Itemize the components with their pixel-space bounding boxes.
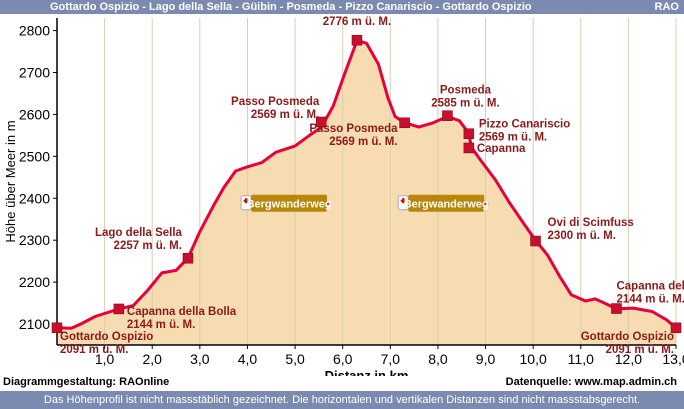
- profile-area: [57, 40, 676, 345]
- x-tick-label: 4,0: [238, 351, 258, 367]
- profile-line: [56, 39, 677, 330]
- waypoint-name: Ovi di Scimfuss: [548, 217, 634, 229]
- x-tick-label: 9,0: [476, 351, 496, 367]
- x-tick-label: 10,0: [520, 351, 547, 367]
- waypoint-name: Capanna della Bolla: [127, 306, 237, 318]
- waypoint-altitude: 2144 m ü. M.: [616, 294, 684, 306]
- waypoint-altitude: 2144 m ü. M.: [127, 319, 195, 331]
- waypoint-marker: [670, 322, 682, 334]
- x-tick-label: 13,0: [662, 351, 684, 367]
- disclaimer-bar: Das Höhenprofil ist nicht massstäblich g…: [0, 391, 684, 409]
- waypoint-marker: [611, 303, 622, 314]
- waypoint-name: Güibin: [339, 14, 375, 15]
- waypoint-marker: [463, 142, 475, 154]
- waypoint-altitude: 2776 m ü. M.: [323, 16, 391, 28]
- y-tick-label: 2400: [19, 190, 50, 206]
- waypoint-marker: [351, 34, 363, 46]
- waypoint-marker: [399, 117, 410, 129]
- waypoint-name: Gottardo Ospizio: [60, 331, 153, 343]
- waypoint-altitude: 2091 m ü. M.: [60, 344, 128, 356]
- y-tick-label: 2100: [19, 316, 50, 332]
- waypoint-name: Capanna della Bolla: [616, 281, 684, 293]
- trail-sign-label: Bergwanderweg: [247, 199, 332, 211]
- waypoint-name: Posmeda: [440, 85, 492, 97]
- elevation-chart: 2100 2200 2300 2400 2500 2600 2700 2800 1,0 2,0 3,…: [3, 14, 684, 376]
- x-tick-label: 11,0: [568, 351, 594, 367]
- y-tick-label: 2600: [19, 106, 50, 122]
- waypoint-marker: [530, 235, 541, 247]
- trail-sign-label: Bergwanderweg: [404, 199, 489, 211]
- waypoint-name: Passo Posmeda: [309, 123, 398, 135]
- waypoint-name: Lago della Sella: [95, 227, 183, 239]
- waypoint-altitude: 2300 m ü. M.: [548, 230, 616, 242]
- waypoint-name: Gottardo Ospizio: [581, 331, 674, 343]
- x-tick-label: 6,0: [333, 351, 353, 367]
- waypoint-name: Pizzo Canariscio: [479, 119, 570, 131]
- x-tick-label: 3,0: [190, 351, 210, 367]
- chart-footer: Diagrammgestaltung: RAOnline Datenquelle…: [0, 376, 684, 409]
- waypoint-altitude: 2569 m ü. M.: [329, 136, 397, 148]
- waypoint-marker: [113, 303, 125, 315]
- waypoint-altitude: 2585 m ü. M.: [431, 98, 499, 110]
- waypoint-altitude: 2257 m ü. M.: [114, 240, 182, 252]
- title-bar: Gottardo Ospizio - Lago della Sella - Gü…: [0, 0, 684, 14]
- swiss-emblem-icon: [402, 198, 405, 204]
- source-text: Datenquelle: www.map.admin.ch: [505, 376, 677, 388]
- route-title: Gottardo Ospizio - Lago della Sella - Gü…: [50, 1, 532, 13]
- waypoint-marker: [442, 110, 453, 121]
- y-tick-label: 2800: [19, 23, 50, 39]
- y-tick-label: 2200: [19, 274, 50, 290]
- x-tick-label: 1,0: [95, 351, 115, 367]
- waypoint-marker: [463, 128, 475, 139]
- waypoint-marker: [316, 116, 327, 128]
- x-tick-label: 7,0: [381, 351, 401, 367]
- trail-sign-badge: [408, 194, 485, 212]
- waypoint-name: Passo Posmeda: [231, 96, 320, 108]
- brand-label: RAO: [654, 1, 679, 13]
- waypoint-marker: [51, 322, 63, 334]
- y-tick-label: 2300: [19, 232, 50, 248]
- y-tick-label: 2500: [19, 148, 50, 164]
- waypoint-altitude: 2569 m ü. M.: [251, 109, 319, 121]
- x-tick-label: 2,0: [142, 351, 162, 367]
- y-axis-label: Höhe über Meer in m: [3, 120, 18, 242]
- waypoint-altitude: 2091 m ü. M.: [606, 344, 674, 356]
- trail-sign-badge: [251, 194, 328, 212]
- y-tick-label: 2700: [19, 65, 50, 81]
- x-tick-label: 12,0: [615, 351, 642, 367]
- waypoint-marker: [182, 252, 194, 264]
- waypoint-name: Capanna: [477, 143, 526, 155]
- x-tick-label: 8,0: [428, 351, 448, 367]
- x-tick-label: 5,0: [285, 351, 305, 367]
- x-axis-label: Distanz in km: [325, 368, 409, 376]
- swiss-emblem-icon: [244, 198, 248, 204]
- waypoint-altitude: 2569 m ü. M.: [479, 132, 547, 144]
- credit-text: Diagrammgestaltung: RAOnline: [3, 376, 170, 388]
